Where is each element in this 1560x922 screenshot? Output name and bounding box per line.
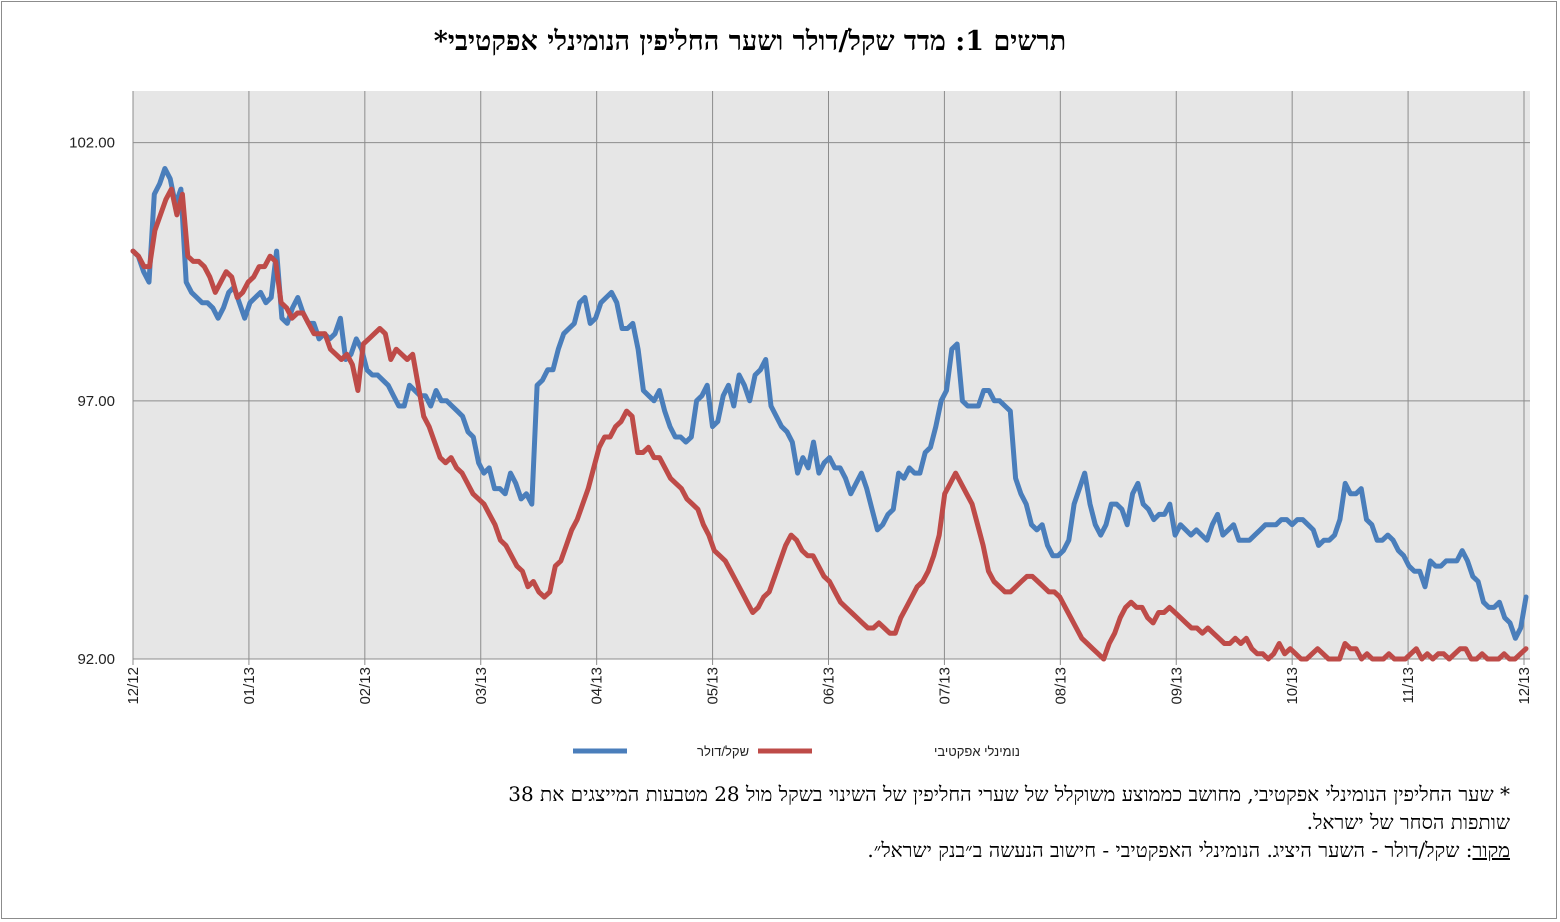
x-tick-label: 07/13 xyxy=(936,667,953,705)
footnote: * שער החליפין הנומינלי אפקטיבי, מחושב כמ… xyxy=(40,780,1510,864)
series-lines xyxy=(130,166,1529,662)
source-text: : שקל/דולר - השער היציג. הנומינלי האפקטי… xyxy=(867,838,1473,862)
source-line: מקור: שקל/דולר - השער היציג. הנומינלי הא… xyxy=(40,836,1510,864)
legend-label-2: נומינלי אפקטיבי xyxy=(934,744,1020,759)
x-tick-label: 10/13 xyxy=(1284,667,1301,705)
legend: שקל/דולר נומינלי אפקטיבי xyxy=(573,744,1020,759)
y-tick-label: 102.00 xyxy=(69,135,115,152)
x-tick-label: 12/13 xyxy=(1516,667,1533,705)
x-tick-label: 02/13 xyxy=(357,667,374,705)
footnote-line-2: שותפות הסחר של ישראל. xyxy=(1306,810,1510,834)
y-tick-label: 97.00 xyxy=(77,393,115,410)
x-axis: 12/12 01/13 02/13 03/13 04/13 05/13 06/13 07/13… xyxy=(125,658,1533,705)
y-tick-label: 92.00 xyxy=(77,651,115,668)
y-axis: 102.00 97.00 92.00 xyxy=(69,91,134,668)
grid-lines xyxy=(132,91,1530,660)
series-line-2 xyxy=(130,186,1529,662)
x-tick-label: 05/13 xyxy=(705,667,722,705)
x-tick-label: 04/13 xyxy=(589,667,606,705)
x-tick-label: 01/13 xyxy=(241,667,258,705)
chart-title: תרשים 1: מדד שקל/דולר ושער החליפין הנומי… xyxy=(433,26,1067,57)
plot-area xyxy=(133,91,1530,659)
x-tick-label: 09/13 xyxy=(1168,667,1185,705)
x-tick-label: 11/13 xyxy=(1400,667,1417,703)
source-label: מקור xyxy=(1472,838,1511,862)
x-tick-label: 03/13 xyxy=(473,667,490,705)
series-line-1 xyxy=(130,166,1529,641)
x-tick-label: 06/13 xyxy=(821,667,838,705)
legend-label-1: שקל/דולר xyxy=(697,744,749,759)
x-tick-label: 08/13 xyxy=(1052,667,1069,705)
footnote-line-1: * שער החליפין הנומינלי אפקטיבי, מחושב כמ… xyxy=(508,782,1510,806)
x-tick-label: 12/12 xyxy=(125,667,142,705)
